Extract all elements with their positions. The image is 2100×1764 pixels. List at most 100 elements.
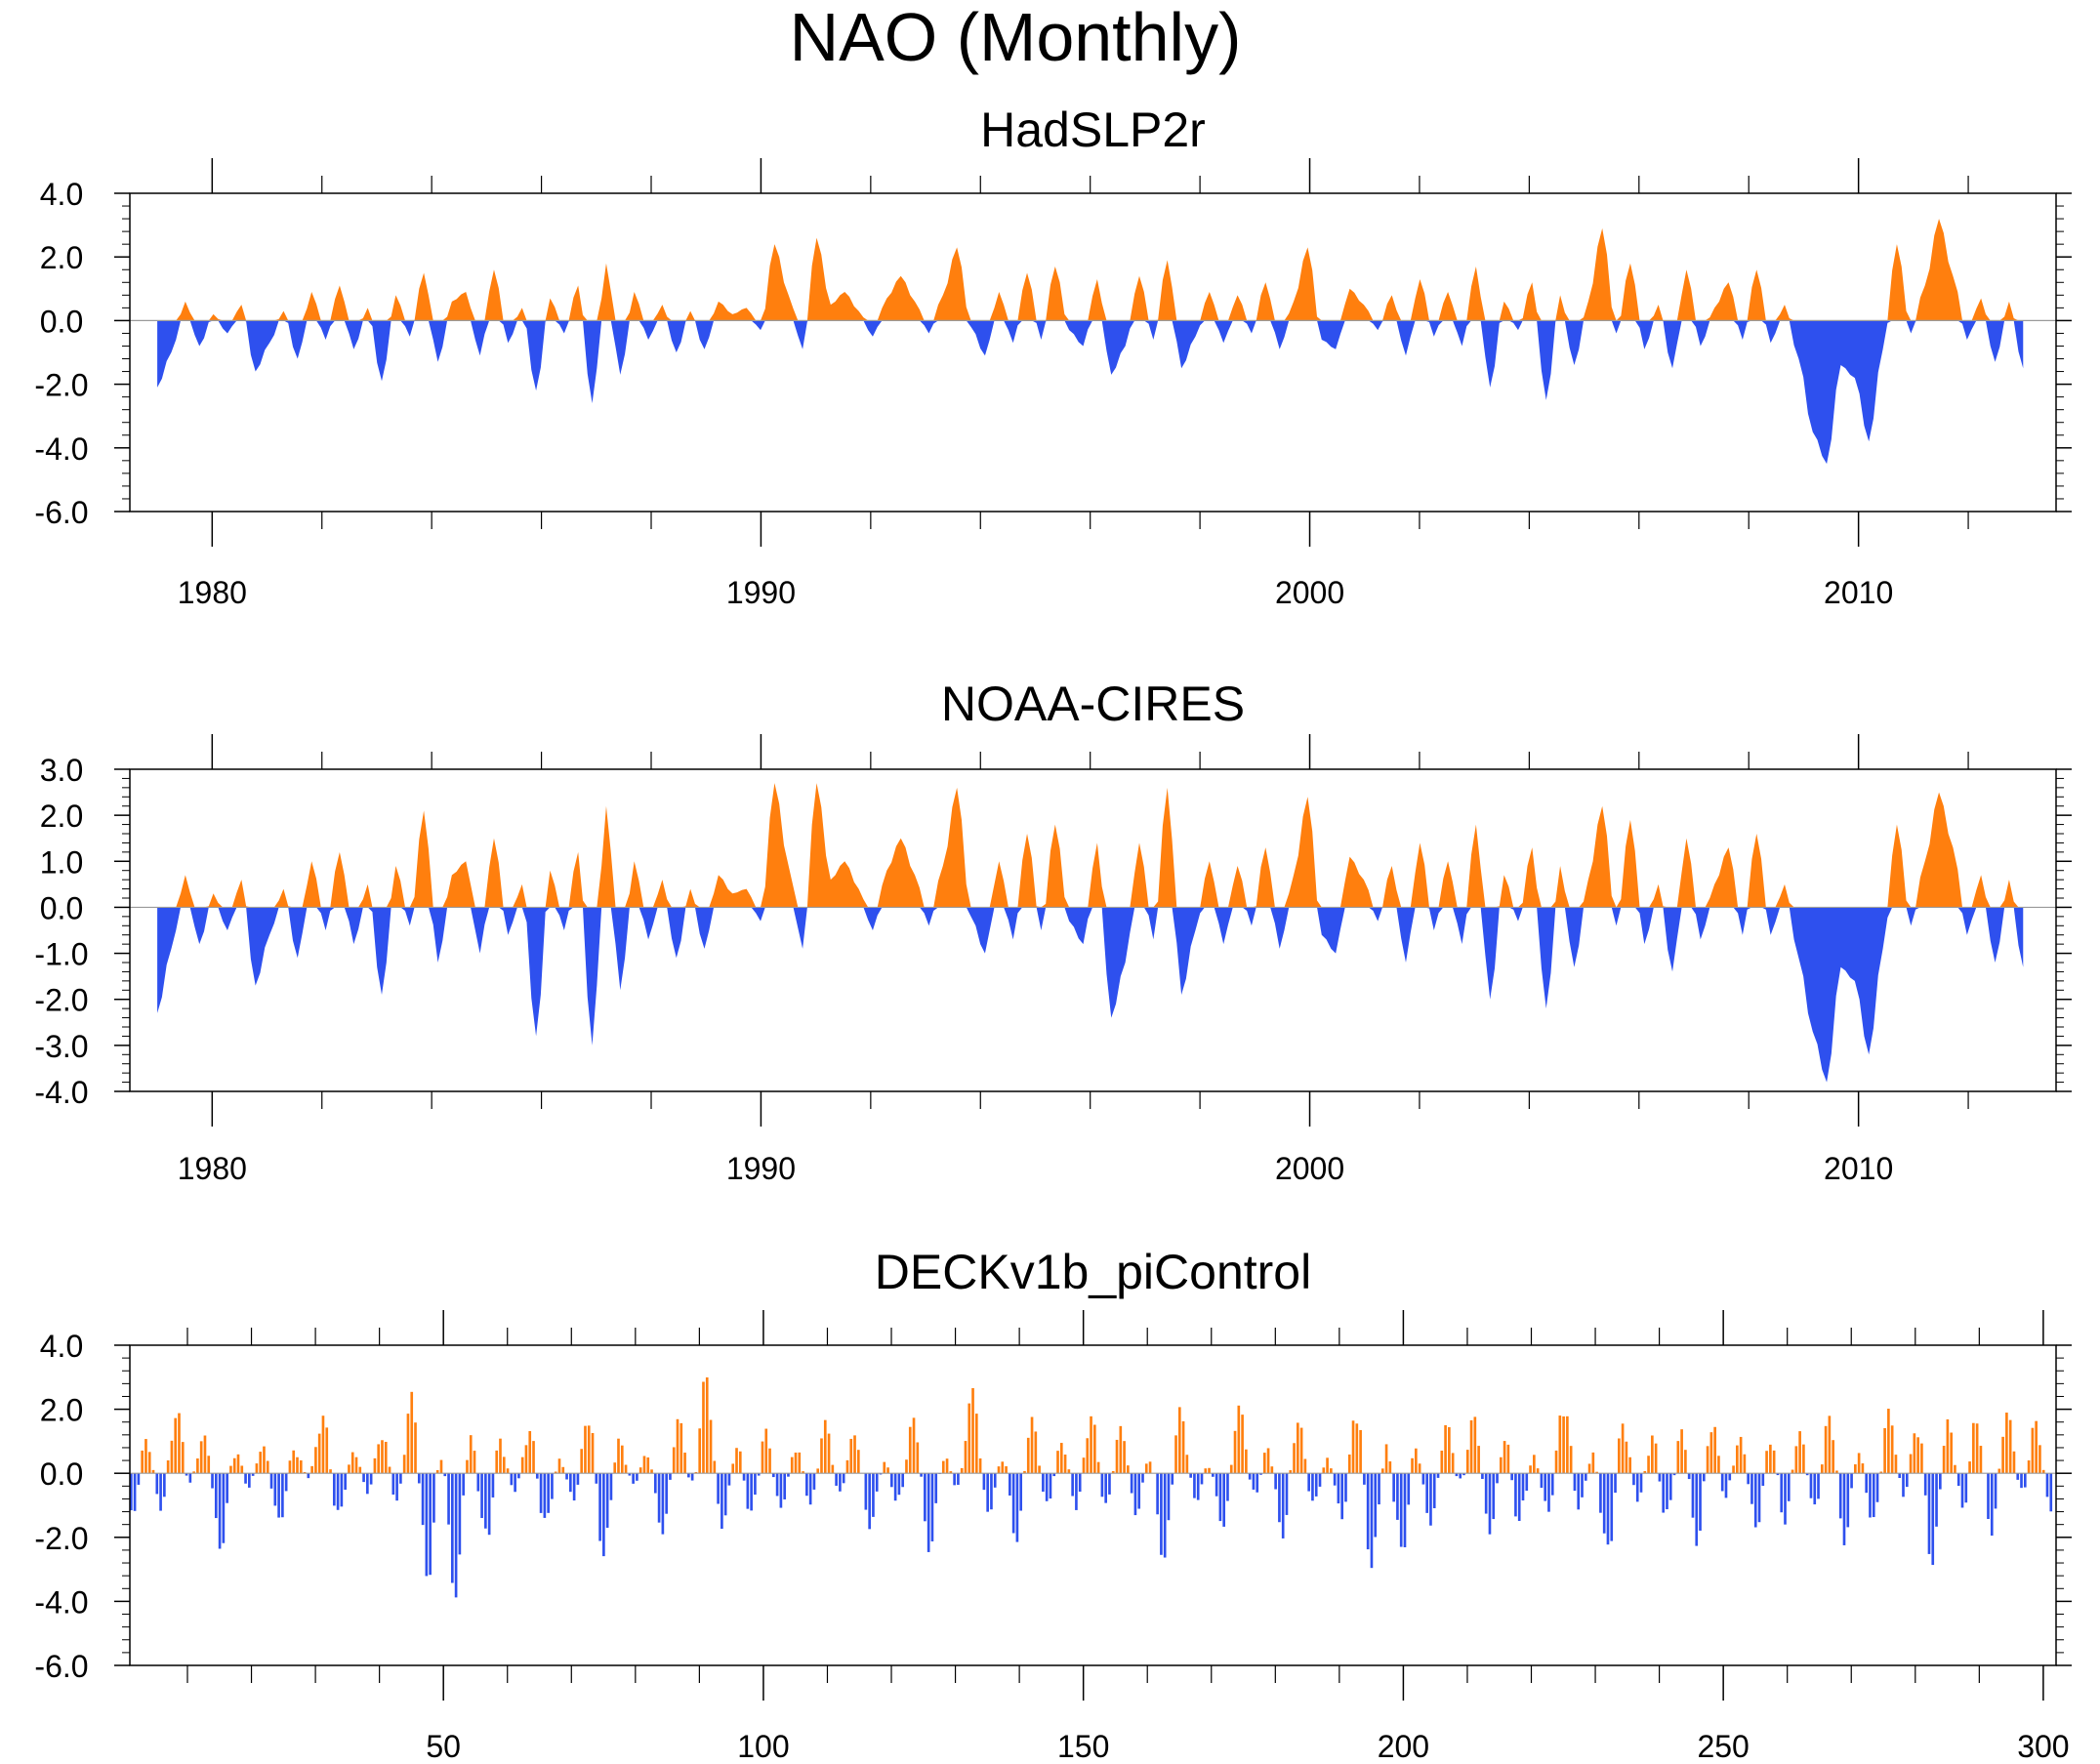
bar-mark <box>178 1413 181 1474</box>
bar-mark <box>945 1458 949 1474</box>
bar-mark <box>1550 1473 1554 1496</box>
bar-mark <box>1063 1455 1067 1474</box>
bar-mark <box>1241 1415 1244 1474</box>
bar-mark <box>166 1459 170 1474</box>
bar-mark <box>812 1473 816 1490</box>
bar-mark <box>414 1422 417 1474</box>
series-positive-area <box>157 783 2024 908</box>
bar-mark <box>960 1467 964 1474</box>
bar-mark <box>466 1459 469 1474</box>
bar-mark <box>598 1473 601 1541</box>
bar-mark <box>705 1377 709 1474</box>
bar-mark <box>1462 1473 1465 1476</box>
bar-mark <box>1761 1473 1765 1486</box>
bar-mark <box>1005 1466 1008 1474</box>
bar-mark <box>1672 1473 1676 1476</box>
bar-mark <box>827 1433 831 1474</box>
bar-mark <box>1274 1473 1277 1490</box>
bar-mark <box>916 1442 920 1474</box>
bar-mark <box>1798 1431 1801 1474</box>
panel-noaa-cires: NOAA-CIRES 3.0 2.0 1.0 0.0 -1.0 -2.0 -3.0 -4.0 19… <box>34 677 2072 1186</box>
bar-mark <box>723 1473 727 1516</box>
figure-title: NAO (Monthly) <box>790 0 1242 75</box>
bar-mark <box>1813 1473 1817 1505</box>
bar-mark <box>1794 1446 1798 1474</box>
y-tick-label: -1.0 <box>34 937 88 972</box>
bar-mark <box>517 1473 520 1479</box>
bar-mark <box>561 1466 565 1474</box>
bar-mark <box>1071 1473 1074 1497</box>
bar-mark <box>269 1473 273 1489</box>
bar-mark <box>754 1473 757 1496</box>
bar-mark <box>868 1473 871 1530</box>
bar-mark <box>439 1459 443 1474</box>
bar-mark <box>1757 1473 1761 1523</box>
bar-mark <box>1695 1473 1699 1546</box>
bar-mark <box>1496 1473 1499 1484</box>
bar-mark <box>1666 1473 1668 1510</box>
bar-mark <box>1909 1454 1913 1474</box>
bar-mark <box>1281 1473 1285 1538</box>
bar-mark <box>410 1391 414 1474</box>
x-tick-label: 300 <box>2017 1729 2069 1764</box>
bar-mark <box>1577 1473 1581 1510</box>
bar-mark <box>1399 1473 1403 1547</box>
bar-mark <box>462 1473 465 1496</box>
bar-mark <box>1987 1473 1990 1520</box>
bar-mark <box>1956 1473 1960 1487</box>
y-tick-label: -4.0 <box>34 1584 88 1620</box>
bar-mark <box>1415 1448 1418 1474</box>
bar-mark <box>362 1473 365 1483</box>
bar-mark <box>609 1473 613 1500</box>
bar-mark <box>226 1473 228 1503</box>
bar-mark <box>350 1452 354 1474</box>
bar-mark <box>399 1473 402 1484</box>
bar-mark <box>642 1456 646 1474</box>
bar-mark <box>1204 1468 1208 1474</box>
bar-mark <box>1133 1473 1137 1516</box>
bar-mark <box>188 1473 192 1483</box>
bar-mark <box>683 1453 686 1474</box>
bar-mark <box>1181 1420 1185 1474</box>
y-tick-label: 2.0 <box>40 240 83 275</box>
x-tick-label: 1990 <box>726 575 796 610</box>
bar-mark <box>738 1451 742 1474</box>
x-tick-label: 1990 <box>726 1151 796 1186</box>
bar-mark <box>277 1473 280 1518</box>
bar-mark <box>281 1473 284 1518</box>
bar-mark <box>2045 1473 2049 1497</box>
bar-mark <box>1979 1446 1983 1474</box>
bar-mark <box>1318 1473 1322 1487</box>
bar-mark <box>805 1473 808 1497</box>
bar-mark <box>1189 1473 1192 1478</box>
bar-mark <box>1838 1473 1842 1519</box>
bar-mark <box>1366 1473 1370 1550</box>
bar-mark <box>1776 1473 1780 1476</box>
bar-mark <box>1702 1473 1706 1482</box>
bar-mark <box>1931 1473 1935 1566</box>
bar-mark <box>905 1459 908 1474</box>
bar-mark <box>920 1473 923 1477</box>
bar-mark <box>624 1464 628 1474</box>
bar-mark <box>1920 1443 1923 1474</box>
bar-mark <box>520 1456 524 1474</box>
bar-mark <box>130 1473 133 1511</box>
bar-mark <box>1096 1461 1100 1474</box>
bar-mark <box>299 1460 303 1474</box>
bar-mark <box>1651 1435 1654 1474</box>
bar-mark <box>144 1439 147 1474</box>
bar-mark <box>1654 1443 1658 1474</box>
bar-mark <box>964 1441 968 1474</box>
bar-mark <box>2008 1419 2012 1474</box>
bar-mark <box>1333 1473 1337 1486</box>
bar-mark <box>926 1473 930 1552</box>
bar-mark <box>1296 1422 1299 1474</box>
bar-mark <box>690 1473 694 1481</box>
x-tick-label: 1980 <box>178 1151 247 1186</box>
bar-mark <box>192 1471 195 1474</box>
bar-mark <box>1972 1422 1975 1474</box>
bar-mark <box>1960 1473 1964 1508</box>
bar-mark <box>1614 1473 1617 1494</box>
bar-mark <box>1384 1444 1388 1474</box>
bar-mark <box>709 1419 713 1474</box>
